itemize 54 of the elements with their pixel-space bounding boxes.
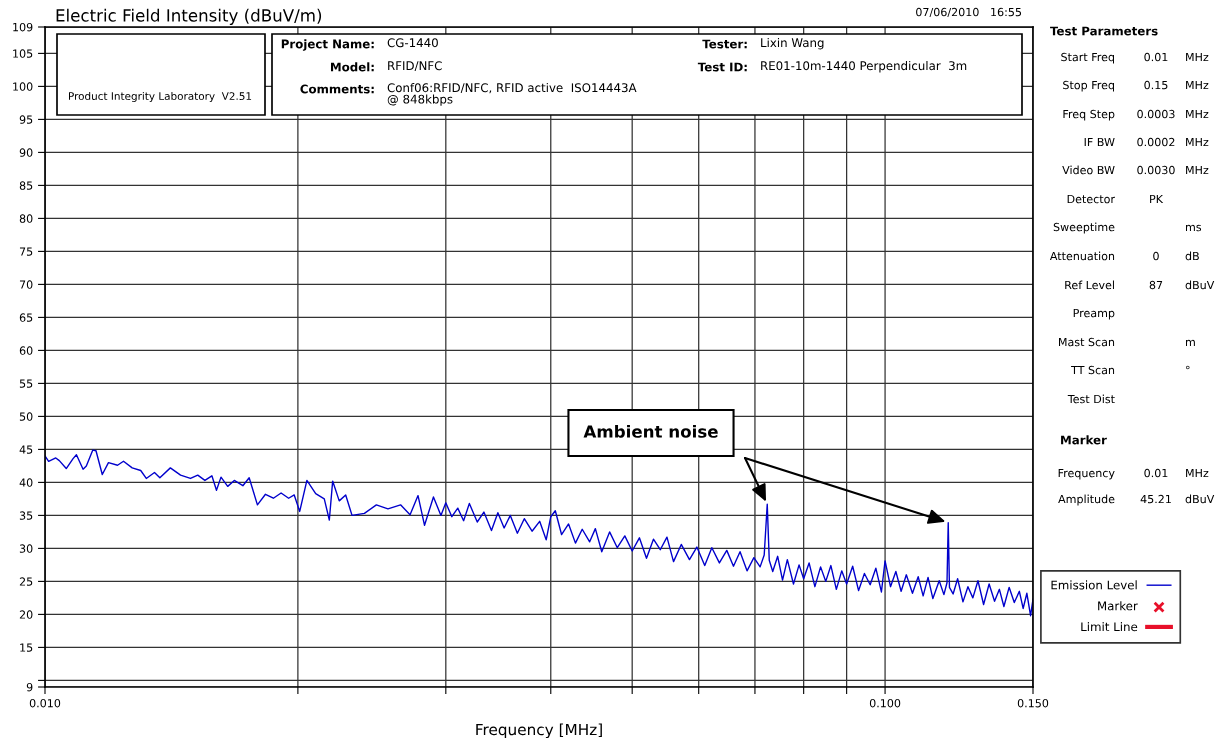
y-tick-label: 45 (19, 445, 33, 454)
y-tick-label: 85 (19, 181, 33, 190)
y-tick-label: 80 (19, 214, 33, 223)
y-tick-label: 30 (19, 544, 33, 553)
y-tick-label: 25 (19, 577, 33, 586)
text: Mast Scan m (1059, 337, 1195, 347)
text: Freq Step 0.0003 MHz (1063, 109, 1209, 121)
y-tick-label: 20 (19, 610, 33, 619)
text: Start Freq 0.01 MHz (1061, 52, 1209, 64)
text: Test Parameters (1050, 26, 1158, 36)
text: IF BW 0.0002 MHz (1084, 137, 1209, 147)
text: Attenuation 0 dB (1049, 251, 1199, 261)
text: Detector PK (1067, 194, 1164, 204)
y-tick-label: 15 (20, 643, 33, 652)
text: Tester: Lixin Wang (702, 38, 824, 50)
y-tick-label: 35 (19, 511, 33, 520)
chart-title: Electric Field Intensity (dBuV/m) (56, 8, 322, 25)
y-tick-label: 60 (19, 346, 33, 355)
y-tick-label: 65 (19, 313, 33, 322)
text: Stop Freq 0.15 MHz (1063, 80, 1209, 92)
x-tick-label: 0.100 (869, 699, 901, 708)
y-tick-label: 9 (26, 682, 33, 692)
x-tick-label: 0.150 (1017, 699, 1049, 708)
text: Marker (1061, 435, 1107, 445)
text: Model: RFID/NFC (331, 61, 442, 72)
y-tick-label: 70 (19, 280, 33, 289)
legend-label: Emission Level (1051, 580, 1137, 590)
legend-label: Marker (1098, 601, 1138, 611)
text: 07/06/2010 16:55 (916, 7, 1022, 18)
text: Frequency 0.01 MHz (1058, 468, 1209, 480)
y-tick-label: 109 (13, 22, 33, 32)
text: Video BW 0.0030 MHz (1062, 165, 1209, 175)
y-tick-label: 40 (19, 478, 33, 487)
y-tick-label: 50 (19, 412, 33, 421)
annotation: Project Name: CG-1440 (281, 38, 438, 51)
y-tick-label: 100 (13, 82, 33, 91)
text: Sweeptime ms (1053, 222, 1202, 234)
annotation: Ambient noise (583, 424, 718, 438)
text: Preamp (1073, 308, 1115, 320)
x-axis-title: Frequency [MHz] (476, 723, 602, 738)
text: Ref Level 87 dBuV (1065, 280, 1215, 290)
text: Amplitude 45.21 dBuV (1058, 494, 1215, 506)
y-tick-label: 95 (19, 115, 33, 124)
y-tick-label: 55 (19, 379, 33, 388)
annotation: Comments: Conf06:RFID/NFC, RFID active ISO14443A @ 848kbps (300, 83, 637, 106)
legend-label: Limit Line (1081, 622, 1138, 632)
annotation: Product Integrity Laboratory V2.51 (68, 91, 252, 103)
text: TT Scan ° (1071, 365, 1190, 375)
y-tick-label: 75 (19, 247, 33, 256)
text: Test Dist (1067, 394, 1115, 404)
y-tick-label: 105 (13, 49, 33, 58)
text: Test ID: RE01-10m-1440 Perpendicular 3m (697, 61, 967, 73)
y-tick-label: 90 (19, 148, 33, 157)
x-tick-label: 0.010 (29, 699, 61, 708)
